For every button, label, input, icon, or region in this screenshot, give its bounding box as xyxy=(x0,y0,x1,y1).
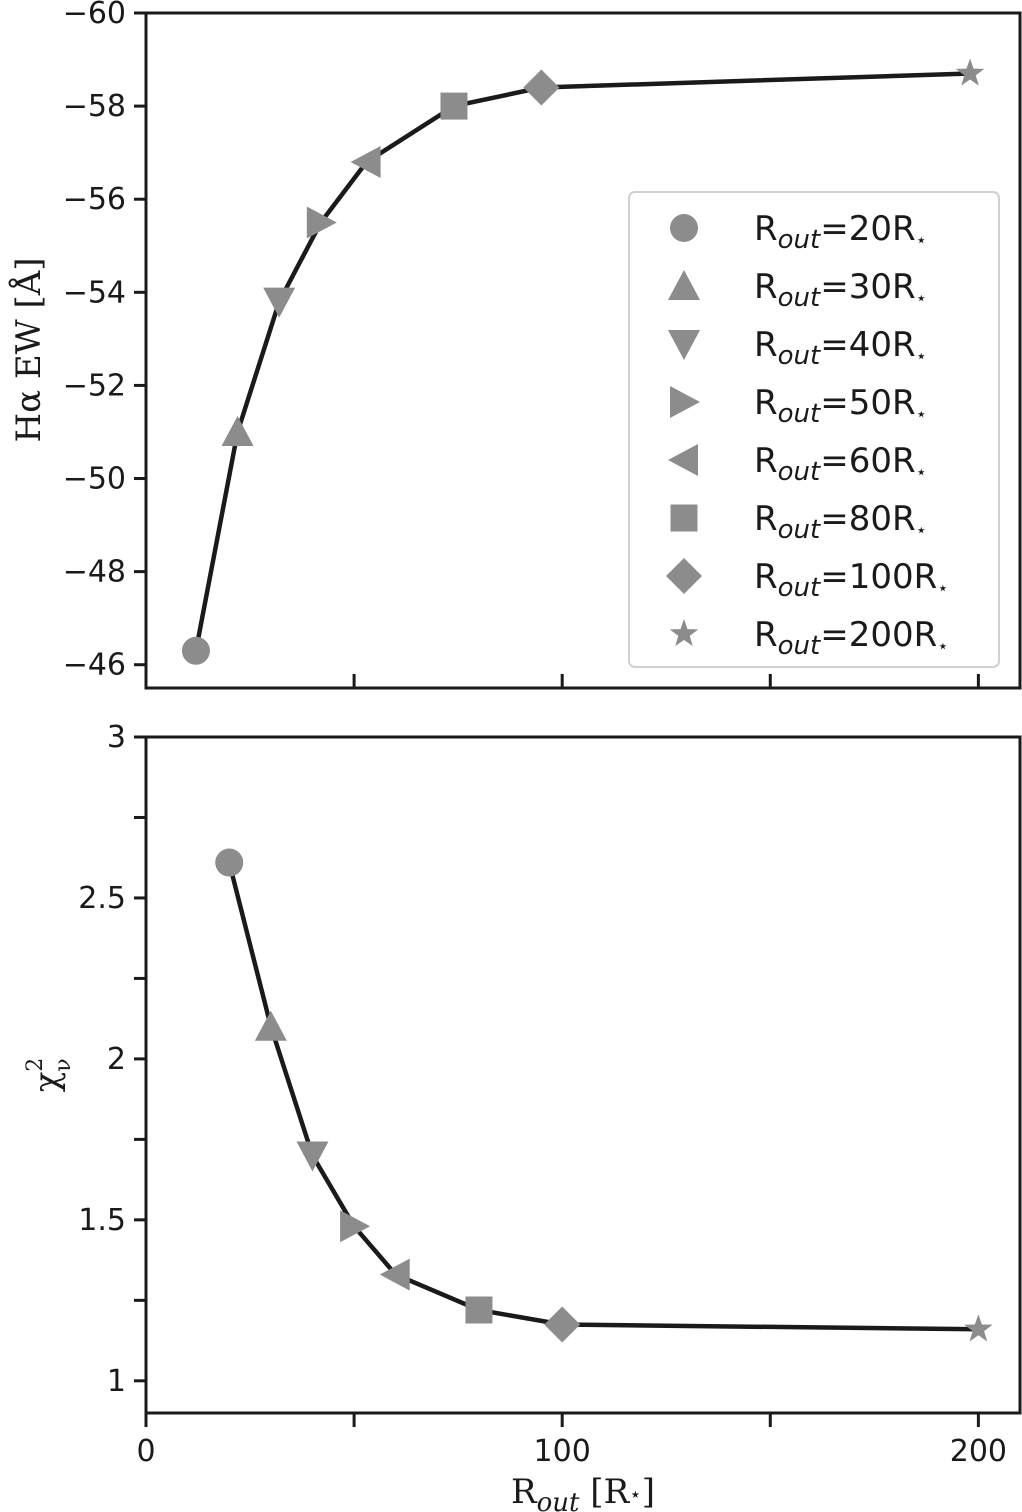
legend-marker-triangle-left xyxy=(668,444,698,476)
bottom-y-tick-label: 1 xyxy=(107,1364,126,1399)
legend-label: Rout=50R⋆ xyxy=(754,383,927,429)
bottom-x-tick-label: 0 xyxy=(136,1434,155,1469)
top-y-tick-label: −54 xyxy=(63,275,126,310)
top-y-axis-label: Hα EW [Å] xyxy=(8,257,49,442)
top-markers xyxy=(181,58,985,665)
bottom-x-ticks: 0 100 200 xyxy=(136,1413,1007,1469)
legend-marker-circle xyxy=(670,214,698,242)
top-y-tick-label: −56 xyxy=(63,182,126,217)
bottom-markers xyxy=(215,848,993,1343)
top-point-diamond xyxy=(523,69,560,106)
legend-label: Rout=40R⋆ xyxy=(754,325,927,371)
bottom-point-star xyxy=(964,1314,993,1342)
legend-marker-triangle-right xyxy=(670,386,700,418)
legend-label: Rout=100R⋆ xyxy=(754,557,949,603)
bottom-panel: 1 1.5 2 2.5 3 0 100 200 χ2 ν Rout [R⋆] xyxy=(23,720,1022,1512)
bottom-y-ticks: 1 1.5 2 2.5 3 xyxy=(78,720,146,1399)
bottom-point-circle xyxy=(215,848,244,877)
top-point-square xyxy=(440,92,468,120)
bottom-point-triangle-up xyxy=(254,1010,287,1041)
bottom-frame xyxy=(144,735,1022,1415)
legend-marker-triangle-up xyxy=(668,270,700,300)
bottom-series-line xyxy=(227,861,979,1332)
legend-box xyxy=(628,191,1000,668)
bottom-y-tick-label: 1.5 xyxy=(78,1203,126,1238)
legend: Rout=20R⋆ Rout=30R⋆ Rout=40R⋆ Rout=50R⋆ Rout… xyxy=(628,191,1000,668)
legend-marker-diamond xyxy=(666,558,702,594)
legend-marker-star xyxy=(669,619,699,647)
bottom-x-axis-label: Rout [R⋆] xyxy=(511,1472,655,1512)
top-x-ticks xyxy=(352,674,980,688)
top-y-tick-label: −50 xyxy=(63,462,126,497)
top-point-triangle-up xyxy=(221,415,254,446)
bottom-point-triangle-left xyxy=(379,1258,410,1291)
top-y-tick-label: −52 xyxy=(63,368,126,403)
top-y-tick-label: −46 xyxy=(63,648,126,683)
bottom-point-square xyxy=(465,1296,493,1324)
bottom-y-axis-label: χ2 ν xyxy=(23,1058,76,1093)
top-y-ticks: −46 −48 −50 −52 −54 −56 −58 −60 xyxy=(63,0,146,683)
legend-label: Rout=60R⋆ xyxy=(754,441,927,487)
top-panel: −46 −48 −50 −52 −54 −56 −58 −60 Hα EW [Å] Rout=… xyxy=(8,0,1022,690)
legend-marker-triangle-down xyxy=(668,330,700,360)
top-point-triangle-left xyxy=(350,145,381,178)
top-point-star xyxy=(955,58,985,86)
legend-label: Rout=30R⋆ xyxy=(754,267,927,313)
top-point-triangle-down xyxy=(263,287,296,318)
bottom-x-tick-label: 100 xyxy=(534,1434,591,1469)
top-y-tick-label: −48 xyxy=(63,555,126,590)
bottom-y-tick-label: 3 xyxy=(107,720,126,755)
top-y-tick-label: −60 xyxy=(63,0,126,31)
top-y-tick-label: −58 xyxy=(63,89,126,124)
bottom-point-triangle-right xyxy=(340,1210,371,1243)
top-point-triangle-right xyxy=(306,206,337,239)
bottom-x-tick-label: 200 xyxy=(950,1434,1007,1469)
legend-marker-square xyxy=(670,504,698,532)
top-frame xyxy=(144,11,1022,690)
top-point-circle xyxy=(181,636,210,665)
legend-label: Rout=20R⋆ xyxy=(754,209,927,255)
bottom-y-tick-label: 2 xyxy=(107,1042,126,1077)
legend-label: Rout=200R⋆ xyxy=(754,615,949,661)
bottom-point-diamond xyxy=(544,1306,581,1343)
legend-label: Rout=80R⋆ xyxy=(754,499,927,545)
bottom-y-tick-label: 2.5 xyxy=(78,881,126,916)
bottom-point-triangle-down xyxy=(296,1141,329,1172)
